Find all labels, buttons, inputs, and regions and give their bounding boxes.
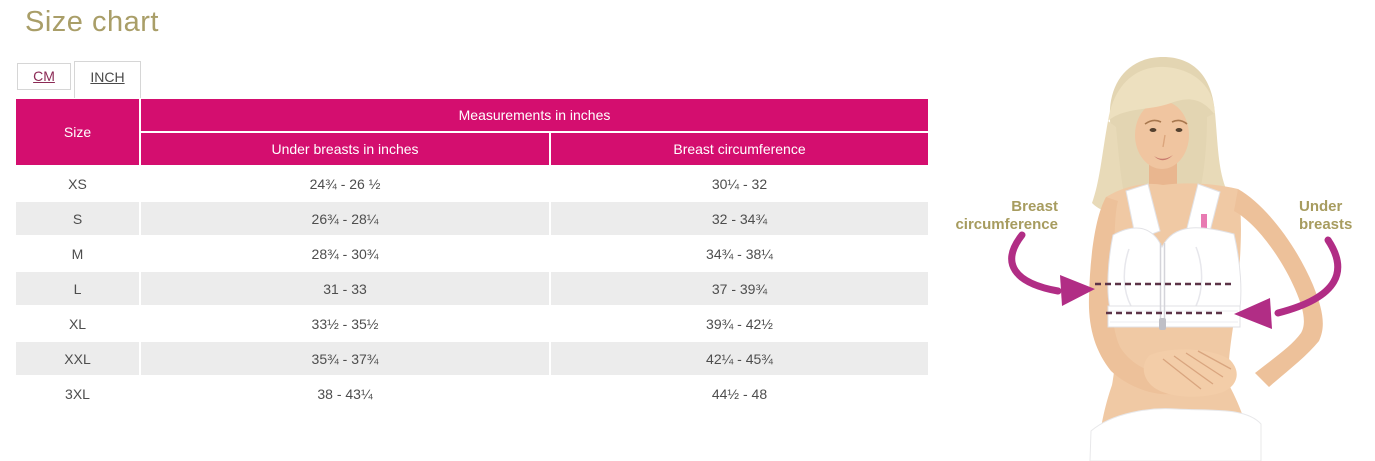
table-row: XS 24¾ - 26 ½ 30¼ - 32 (14, 165, 930, 202)
table-row: L 31 - 33 37 - 39¾ (14, 270, 930, 307)
under-breasts-cell: 28¾ - 30¾ (139, 235, 551, 272)
size-cell: M (14, 235, 141, 272)
label-under-breasts-line1: Under (1299, 198, 1343, 215)
under-breasts-cell: 31 - 33 (139, 270, 551, 307)
sizing-illustration: Breast circumference Under breasts (950, 55, 1375, 461)
tab-inch[interactable]: INCH (74, 61, 141, 98)
header-breast-circumference: Breast circumference (549, 131, 930, 167)
page-title: Size chart (25, 6, 159, 38)
model-illustration (1088, 57, 1323, 461)
under-breasts-arrow-icon (1234, 236, 1342, 329)
tab-cm[interactable]: CM (17, 63, 71, 90)
breast-circumference-cell: 32 - 34¾ (549, 200, 930, 237)
breast-circumference-cell: 37 - 39¾ (549, 270, 930, 307)
breast-circumference-cell: 34¾ - 38¼ (549, 235, 930, 272)
size-chart-table: Size Measurements in inches Under breast… (14, 97, 930, 412)
breast-circumference-cell: 30¼ - 32 (549, 165, 930, 202)
size-cell: S (14, 200, 141, 237)
breast-circumference-arrow-icon (1008, 231, 1095, 306)
under-breasts-cell: 33½ - 35½ (139, 305, 551, 342)
under-breasts-cell: 24¾ - 26 ½ (139, 165, 551, 202)
table-header: Size Measurements in inches Under breast… (14, 97, 930, 167)
breast-circumference-cell: 44½ - 48 (549, 375, 930, 412)
size-cell: XXL (14, 340, 141, 377)
table-row: 3XL 38 - 43¼ 44½ - 48 (14, 375, 930, 412)
table-row: S 26¾ - 28¼ 32 - 34¾ (14, 200, 930, 237)
strap-tag (1201, 214, 1207, 229)
size-cell: 3XL (14, 375, 141, 412)
table-row: XXL 35¾ - 37¾ 42¼ - 45¾ (14, 340, 930, 377)
breast-circumference-cell: 42¼ - 45¾ (549, 340, 930, 377)
size-cell: XL (14, 305, 141, 342)
label-breast-circumference-line2: circumference (955, 216, 1058, 233)
header-under-breasts: Under breasts in inches (139, 131, 551, 167)
header-size: Size (14, 97, 141, 167)
label-breast-circumference-line1: Breast (1011, 198, 1058, 215)
header-measurements-group: Measurements in inches (139, 97, 930, 133)
size-cell: XS (14, 165, 141, 202)
under-breasts-cell: 38 - 43¼ (139, 375, 551, 412)
under-breasts-cell: 35¾ - 37¾ (139, 340, 551, 377)
breast-circumference-cell: 39¾ - 42½ (549, 305, 930, 342)
table-row: M 28¾ - 30¾ 34¾ - 38¼ (14, 235, 930, 272)
label-under-breasts-line2: breasts (1299, 216, 1352, 233)
table-row: XL 33½ - 35½ 39¾ - 42½ (14, 305, 930, 342)
size-cell: L (14, 270, 141, 307)
under-breasts-cell: 26¾ - 28¼ (139, 200, 551, 237)
